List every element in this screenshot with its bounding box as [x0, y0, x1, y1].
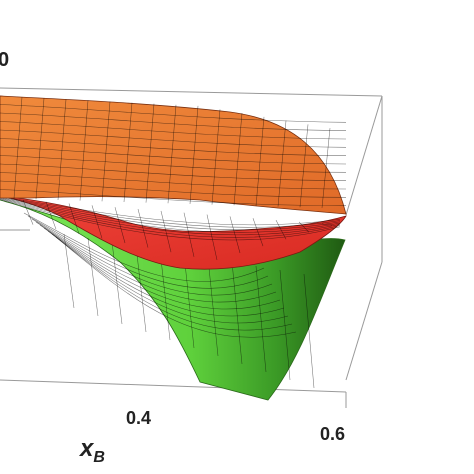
x-axis: 0.4 0.6 xB	[78, 408, 345, 466]
green-mesh-line	[23, 212, 265, 282]
green-mesh-line	[231, 261, 243, 365]
orange-mesh-line	[233, 113, 243, 206]
orange-mesh-line	[167, 104, 177, 204]
surface-orange-body	[0, 95, 347, 215]
red-mesh-line	[45, 201, 57, 230]
green-mesh-line	[51, 233, 293, 331]
box-top-right-edge	[345, 95, 383, 216]
green-mesh-line	[47, 230, 289, 324]
red-mesh-line	[0, 198, 341, 238]
green-mesh-line	[183, 253, 195, 349]
green-mesh-line	[159, 249, 171, 341]
orange-mesh-line	[0, 129, 347, 148]
orange-mesh-line	[211, 109, 221, 205]
orange-mesh-line	[57, 99, 67, 201]
x-tick-label-0: 0.4	[126, 408, 151, 428]
partial-tick-label: 0	[0, 49, 9, 71]
orange-mesh-line	[123, 102, 133, 202]
orange-mesh-line	[0, 163, 347, 181]
orange-mesh-line	[0, 121, 347, 140]
green-mesh-line	[87, 237, 99, 317]
green-mesh-line	[63, 233, 75, 309]
green-mesh-line	[111, 241, 123, 325]
green-mesh-line	[135, 245, 147, 333]
orange-mesh-line	[0, 189, 347, 206]
surface-orange-mesh	[0, 97, 347, 208]
orange-mesh-line	[277, 120, 287, 207]
green-mesh-line	[279, 269, 291, 381]
bounding-box	[0, 87, 383, 408]
orange-mesh-line	[145, 103, 155, 203]
red-mesh-line	[0, 196, 341, 228]
green-mesh-line	[255, 265, 267, 373]
red-mesh-line	[160, 210, 172, 253]
surface-green	[0, 199, 346, 401]
box-bottom-right-edge	[345, 261, 383, 381]
red-mesh-line	[22, 199, 34, 225]
orange-mesh-line	[0, 180, 347, 198]
green-mesh-line	[27, 215, 269, 289]
red-mesh-line	[0, 198, 341, 236]
red-mesh-line	[183, 212, 195, 257]
red-mesh-line	[0, 196, 341, 226]
red-mesh-line	[229, 216, 241, 254]
x-axis-title-subscript: B	[93, 449, 105, 466]
orange-mesh-line	[0, 146, 347, 165]
orange-mesh-line	[255, 116, 265, 206]
orange-mesh-line	[79, 100, 89, 201]
orange-mesh-line	[0, 104, 347, 123]
red-mesh-line	[68, 203, 80, 234]
surface-upper	[0, 95, 347, 215]
surface-green-mesh	[23, 212, 315, 389]
red-mesh-line	[252, 218, 264, 247]
green-mesh-line	[43, 227, 285, 317]
green-mesh-line	[31, 218, 273, 296]
red-mesh-line	[0, 199, 341, 241]
orange-mesh-line	[35, 98, 45, 200]
orange-mesh-line	[0, 155, 347, 173]
surface-red-mesh	[0, 196, 341, 260]
orange-mesh-line	[101, 101, 111, 202]
red-mesh-line	[298, 221, 310, 233]
green-mesh-line	[39, 224, 281, 310]
green-mesh-line	[35, 221, 277, 303]
surface-red	[0, 195, 347, 270]
green-mesh-line	[207, 257, 219, 357]
red-mesh-line	[91, 205, 103, 239]
orange-mesh-line	[0, 172, 347, 190]
red-mesh-line	[0, 197, 341, 231]
red-mesh-line	[275, 219, 287, 240]
red-mesh-line	[137, 208, 149, 248]
red-mesh-line	[206, 214, 218, 260]
red-mesh-line	[321, 223, 333, 226]
x-tick-label-1: 0.6	[320, 424, 345, 444]
orange-mesh-line	[0, 138, 347, 156]
red-mesh-line	[0, 197, 341, 233]
box-top-back-edge	[0, 87, 383, 97]
orange-mesh-line	[321, 128, 331, 208]
x-axis-title: xB	[78, 435, 105, 466]
green-mesh-line	[55, 236, 297, 338]
orange-mesh-line	[299, 124, 309, 208]
orange-mesh-line	[13, 97, 23, 199]
x-axis-title-base: x	[78, 435, 95, 462]
box-bottom-front-edge	[0, 379, 347, 393]
green-mesh-line	[303, 273, 315, 389]
orange-mesh-line	[0, 112, 347, 131]
orange-mesh-line	[189, 105, 199, 204]
red-mesh-line	[114, 207, 126, 244]
